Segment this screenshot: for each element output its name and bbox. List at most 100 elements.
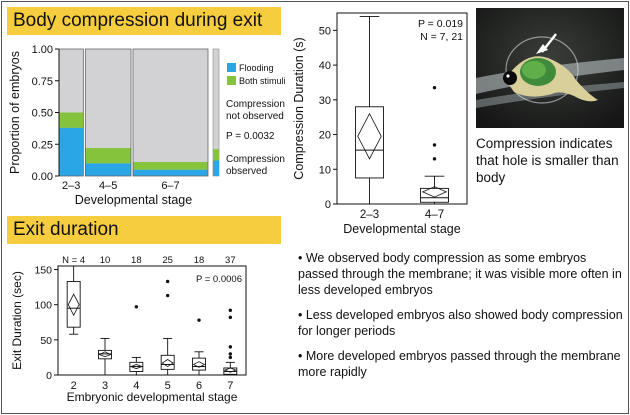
embryo-photo <box>476 8 624 128</box>
y-axis-label: Exit Duration (sec) <box>10 271 24 370</box>
y-axis-label: Compression Duration (s) <box>292 37 306 179</box>
findings-list: • We observed body compression as some e… <box>298 250 623 389</box>
finding-1: • We observed body compression as some e… <box>298 251 622 297</box>
x-tick-label: 4 <box>133 380 139 392</box>
y-tick-label: 20 <box>319 130 331 142</box>
x-tick-label: 4–5 <box>99 180 117 192</box>
annotation-p-value: P = 0.0032 <box>226 131 275 142</box>
group-count: 10 <box>100 255 111 266</box>
y-tick-label: 40 <box>319 60 331 72</box>
annotation-observed-line1: Compression <box>226 154 285 165</box>
outlier-point <box>432 157 437 161</box>
outlier-point <box>165 293 170 298</box>
box-iqr <box>98 349 112 360</box>
mosaic-cell-flooding <box>133 169 208 176</box>
x-axis-label: Developmental stage <box>75 193 192 207</box>
x-tick-label: 4–7 <box>425 209 444 221</box>
mosaic-cell-flooding <box>85 163 132 176</box>
finding-2: • Less developed embryos also showed bod… <box>298 308 623 338</box>
x-tick-label: 6–7 <box>161 180 179 192</box>
outlier-point <box>197 318 201 322</box>
group-count: 18 <box>131 255 142 266</box>
mosaic-cell-both-stimuli <box>133 162 208 170</box>
outlier-point <box>228 345 233 349</box>
y-tick-label: 0.50 <box>32 108 53 120</box>
y-tick-label: 150 <box>34 265 52 277</box>
outlier-point <box>432 85 437 90</box>
y-tick-label: 0.25 <box>32 139 53 151</box>
x-tick-label: 6 <box>196 380 202 392</box>
x-axis-label: Embryonic developmental stage <box>67 390 238 404</box>
mean-diamond <box>192 361 206 368</box>
section-banner-compression: Body compression during exit <box>7 7 281 35</box>
annotation-n: N = 7, 21 <box>420 31 463 43</box>
annotation-not-observed-line2: not observed <box>226 111 284 122</box>
mosaic-cell-both-stimuli <box>59 112 84 128</box>
mosaic-cell-not-observed <box>133 49 208 176</box>
mosaic-chart: 0.00 0.25 0.50 0.75 1.00 Proportion of embryo… <box>8 44 286 207</box>
exit-duration-boxplot: 0 50 100 150 2 N = 4 3 10 4 18 5 25 6 18 7 37 Exit Durat… <box>10 255 247 404</box>
annotation-not-observed-line1: Compression <box>226 99 285 110</box>
group-count: 18 <box>194 255 205 266</box>
legend-swatch-flooding <box>227 63 236 72</box>
box-iqr <box>420 187 449 203</box>
marginal-bar-flooding <box>213 160 219 176</box>
y-tick-label: 0.75 <box>32 76 53 88</box>
group-count: 37 <box>225 255 236 266</box>
y-tick-label: 50 <box>319 25 331 37</box>
group-count: 25 <box>162 255 173 266</box>
y-tick-label: 50 <box>40 335 52 347</box>
x-tick-label: 2–3 <box>62 180 80 192</box>
x-tick-label: 3 <box>102 380 108 392</box>
x-axis-label: Developmental stage <box>343 222 460 236</box>
mosaic-column-outline <box>132 48 209 177</box>
mosaic-cell-both-stimuli <box>85 148 132 164</box>
y-tick-label: 0 <box>325 199 331 211</box>
mean-diamond <box>98 351 112 358</box>
outlier-point <box>134 305 139 309</box>
mean-diamond <box>421 186 448 198</box>
y-tick-label: 0.00 <box>32 171 53 183</box>
annotation-p-value: P = 0.019 <box>418 18 463 30</box>
annotation-p-value: P = 0.0006 <box>196 274 242 285</box>
x-tick-label: 2–3 <box>360 209 379 221</box>
outlier-point <box>165 279 170 284</box>
mean-diamond <box>223 367 237 373</box>
section-banner-exit-duration: Exit duration <box>7 216 281 244</box>
legend-label-both-stimuli: Both stimuli <box>239 76 286 86</box>
outlier-point <box>228 308 233 313</box>
y-axis-label: Proportion of embryos <box>8 51 22 174</box>
outlier-point <box>228 352 233 356</box>
box-iqr <box>66 281 81 328</box>
mean-diamond <box>357 112 382 160</box>
annotation-observed-line2: observed <box>226 166 267 177</box>
x-tick-label: 7 <box>227 380 233 392</box>
plot-frame <box>336 12 468 205</box>
y-tick-label: 0 <box>46 370 52 382</box>
y-tick-label: 100 <box>34 300 52 312</box>
mosaic-cell-flooding <box>59 127 84 176</box>
legend-swatch-both-stimuli <box>227 76 236 85</box>
compression-boxplot: 0 10 20 30 40 50 2–3 4–7 Compression Duration (s… <box>292 12 468 236</box>
mean-diamond <box>161 359 174 368</box>
mosaic-column-outline <box>84 48 132 177</box>
box-iqr <box>355 106 384 179</box>
box-iqr <box>160 354 175 370</box>
mean-diamond <box>67 293 80 317</box>
outlier-point <box>432 143 437 147</box>
mean-diamond <box>129 364 143 370</box>
y-tick-label: 10 <box>319 164 331 176</box>
photo-caption: Compression indicates that hole is small… <box>476 136 619 185</box>
finding-3: • More developed embryos passed through … <box>298 349 621 379</box>
plot-frame <box>57 265 247 376</box>
y-tick-label: 1.00 <box>32 44 53 56</box>
group-count: N = 4 <box>62 255 85 266</box>
marginal-bar-both <box>213 149 219 161</box>
x-tick-label: 5 <box>165 380 171 392</box>
y-tick-label: 30 <box>319 95 331 107</box>
x-tick-label: 2 <box>71 380 77 392</box>
outlier-point <box>228 315 233 320</box>
legend-label-flooding: Flooding <box>239 63 274 73</box>
box-iqr <box>192 357 206 371</box>
